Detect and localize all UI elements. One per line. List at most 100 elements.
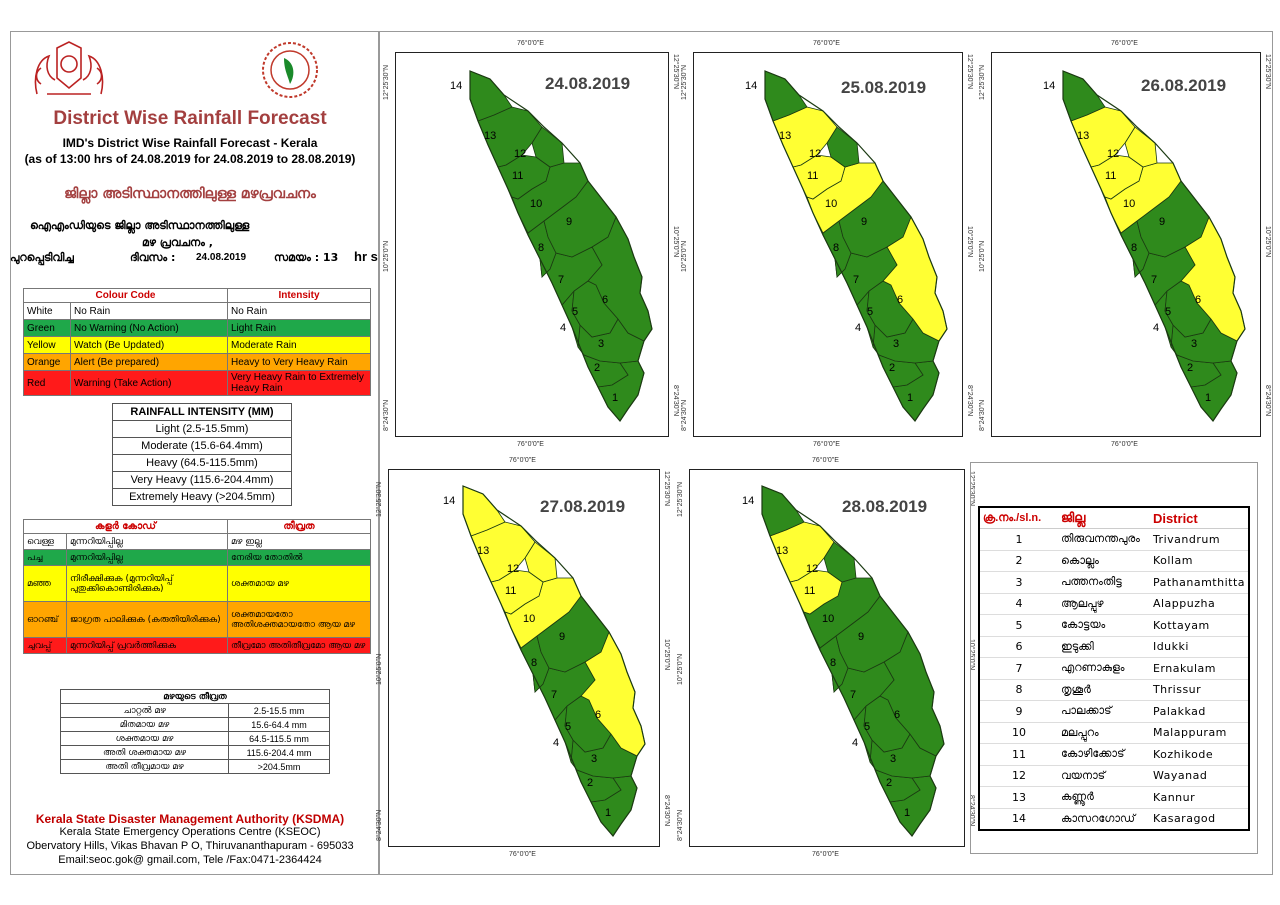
colour-code-row: White No Rain No Rain <box>23 302 371 320</box>
kerala-outline <box>462 485 646 837</box>
district-number-label: 14 <box>745 80 757 92</box>
ml-colour-meaning: മുന്നറിയിപ്പില്ല <box>66 533 228 550</box>
district-number-label: 8 <box>830 657 836 669</box>
footer-line2: Obervatory Hills, Vikas Bhavan P O, Thir… <box>26 840 354 852</box>
ml-colour-intensity: മഴ ഇല്ല <box>227 533 371 550</box>
district-number-label: 11 <box>512 170 523 182</box>
district-number-label: 14 <box>450 80 462 92</box>
colour-code-row: Orange Alert (Be prepared) Heavy to Very H… <box>23 353 371 371</box>
ml-colour-name: വെള്ള <box>23 533 67 550</box>
ml-colour-row: ഓറഞ്ച് ജാഗ്രത പാലിക്കുക (കരുതിയിരിക്കുക) ശ… <box>23 601 371 638</box>
lat-label-right: 12°25'30"N <box>672 54 679 90</box>
lat-label-right: 12°25'30"N <box>966 54 973 90</box>
district-no: 1 <box>979 528 1058 551</box>
district-number-label: 12 <box>809 148 821 160</box>
ml-colour-meaning: ജാഗ്രത പാലിക്കുക (കരുതിയിരിക്കുക) <box>66 601 228 638</box>
colour-meaning: Warning (Take Action) <box>70 370 228 396</box>
lat-label-right: 12°25'30"N <box>1264 54 1271 90</box>
lat-label-left: 8°24'30"N <box>677 809 684 841</box>
district-no: 4 <box>979 593 1058 615</box>
district-number-label: 6 <box>602 294 608 306</box>
district-number-label: 6 <box>595 709 601 721</box>
lat-label-right: 8°24'30"N <box>966 385 973 417</box>
district-number-label: 7 <box>1151 274 1157 286</box>
district-no: 2 <box>979 550 1058 572</box>
district-en: Kollam <box>1149 550 1249 572</box>
district-number-label: 2 <box>587 777 593 789</box>
lat-label-right: 10°25'0"N <box>663 639 670 671</box>
district-number-label: 14 <box>1043 80 1055 92</box>
ml-colour-intensity: നേരിയ തോതിൽ <box>227 549 371 566</box>
left-panel-frame <box>10 31 380 875</box>
lat-label-right: 8°24'30"N <box>663 795 670 827</box>
lat-label-left: 8°24'30"N <box>681 399 688 431</box>
colour-name: Red <box>23 370 71 396</box>
colour-name: White <box>23 302 71 320</box>
district-ml: ഇടുക്കി <box>1057 636 1150 658</box>
lat-label-left: 12°25'30"N <box>376 481 383 517</box>
district-no: 8 <box>979 679 1058 701</box>
district-number-label: 10 <box>523 613 535 625</box>
district-number-label: 3 <box>893 338 899 350</box>
ml-intensity-range: >204.5mm <box>228 759 330 774</box>
ml-colour-code-head: കളർ കോഡ് <box>23 519 228 534</box>
intensity-row: Very Heavy (115.6-204.4mm) <box>112 471 292 489</box>
lat-label-left: 10°25'0"N <box>979 240 986 272</box>
footer-line1: Kerala State Emergency Operations Centre… <box>59 826 321 838</box>
district-en: Malappuram <box>1149 722 1249 744</box>
district-number-label: 8 <box>1131 242 1137 254</box>
district-en: Pathanamthitta <box>1149 571 1249 594</box>
kerala-outline <box>1062 70 1246 422</box>
district-number-label: 9 <box>1159 216 1165 228</box>
district-number-label: 1 <box>1205 392 1211 404</box>
district-number-label: 4 <box>852 737 858 749</box>
district-row: 1 തിരുവനന്തപുരം Trivandrum <box>979 528 1249 551</box>
district-number-label: 2 <box>886 777 892 789</box>
ml-colour-meaning: മുന്നറിയിപ്പില്ല <box>66 549 228 566</box>
kerala-emblem-icon <box>34 41 104 95</box>
district-no: 13 <box>979 786 1058 809</box>
lon-label-top: 76°0'0"E <box>509 457 536 464</box>
district-row: 13 കണ്ണൂർ Kannur <box>979 786 1249 809</box>
colour-code-row: Yellow Watch (Be Updated) Moderate Rain <box>23 336 371 354</box>
lon-label-bottom: 76°0'0"E <box>517 441 544 448</box>
district-number-label: 13 <box>484 130 496 142</box>
district-row: 6 ഇടുക്കി Idukki <box>979 636 1249 658</box>
colour-name: Green <box>23 319 71 337</box>
lat-label-left: 12°25'30"N <box>681 64 688 100</box>
district-ml: കോട്ടയം <box>1057 614 1150 637</box>
district-number-label: 12 <box>806 563 818 575</box>
district-en: Ernakulam <box>1149 657 1249 680</box>
lat-label-left: 10°25'0"N <box>681 240 688 272</box>
colour-meaning: Alert (Be prepared) <box>70 353 228 371</box>
lat-label-right: 8°24'30"N <box>672 385 679 417</box>
district-number-label: 8 <box>538 242 544 254</box>
ml-intensity-name: മിതമായ മഴ <box>60 717 229 732</box>
district-number-label: 10 <box>822 613 834 625</box>
district-number-label: 6 <box>897 294 903 306</box>
lon-label-top: 76°0'0"E <box>813 40 840 47</box>
district-number-label: 10 <box>825 198 837 210</box>
district-en: Kannur <box>1149 786 1249 809</box>
district-number-label: 4 <box>855 322 861 334</box>
colour-meaning: Watch (Be Updated) <box>70 336 228 354</box>
lat-label-right: 10°25'0"N <box>672 225 679 257</box>
colour-meaning: No Rain <box>70 302 228 320</box>
district-ml: കണ്ണൂർ <box>1057 786 1150 809</box>
map-date: 28.08.2019 <box>842 497 928 516</box>
district-number-label: 13 <box>776 545 788 557</box>
lat-label-left: 8°24'30"N <box>376 809 383 841</box>
lon-label-top: 76°0'0"E <box>1111 40 1138 47</box>
asof-line: (as of 13:00 hrs of 24.08.2019 for 24.08… <box>24 152 356 166</box>
district-number-label: 3 <box>1191 338 1197 350</box>
district-number-label: 9 <box>858 631 864 643</box>
colour-intensity: Light Rain <box>227 319 371 337</box>
district-head-ml: ജില്ല <box>1057 507 1150 529</box>
kerala-outline <box>761 485 945 837</box>
colour-code-head: Colour Code <box>23 288 228 303</box>
forecast-map-panel: 1 2 3 4 5 6 7 8 9 10 11 12 13 14 <box>689 469 965 847</box>
ml-date-label: ദിവസം : <box>130 251 176 264</box>
ml-colour-name: ചുവപ്പ് <box>23 637 67 654</box>
